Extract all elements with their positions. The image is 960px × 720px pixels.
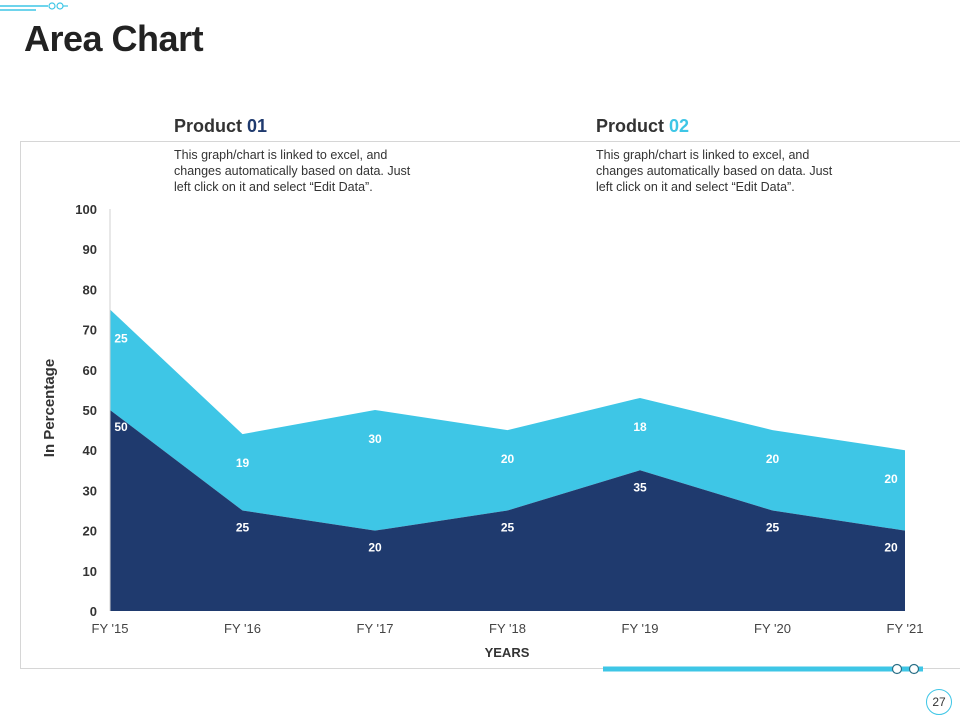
data-label-product-02: 19 — [236, 456, 250, 470]
legend-label: Product — [596, 116, 665, 136]
y-tick-label: 0 — [90, 604, 97, 619]
accent-circle — [908, 663, 920, 675]
data-label-product-02: 25 — [114, 332, 128, 346]
data-label-product-02: 20 — [766, 452, 780, 466]
x-tick-label: FY '19 — [622, 621, 659, 636]
data-label-product-02: 20 — [501, 452, 515, 466]
y-tick-label: 20 — [83, 524, 97, 539]
data-label-product-01: 50 — [114, 420, 128, 434]
area-series-product-02 — [110, 309, 905, 531]
y-tick-label: 90 — [83, 242, 97, 257]
data-label-product-02: 18 — [633, 420, 647, 434]
x-tick-label: FY '16 — [224, 621, 261, 636]
page-number: 27 — [926, 689, 952, 715]
x-tick-label: FY '15 — [92, 621, 129, 636]
accent-circle — [891, 663, 903, 675]
x-tick-label: FY '21 — [887, 621, 924, 636]
legend-number: 02 — [669, 116, 690, 136]
y-tick-label: 10 — [83, 564, 97, 579]
chart-frame — [20, 141, 960, 669]
y-tick-label: 100 — [75, 202, 97, 217]
data-label-product-01: 25 — [501, 521, 515, 535]
x-tick-label: FY '18 — [489, 621, 526, 636]
y-tick-label: 60 — [83, 363, 97, 378]
slide-title: Area Chart — [24, 18, 204, 59]
area-series-product-01 — [110, 410, 905, 611]
y-tick-label: 40 — [83, 443, 97, 458]
legend-product-01: Product 01 This graph/chart is linked to… — [174, 116, 444, 195]
data-label-product-01: 20 — [368, 541, 382, 555]
legend-product-02: Product 02 This graph/chart is linked to… — [596, 116, 866, 195]
legend-description-product-02: This graph/chart is linked to excel, and… — [596, 148, 833, 194]
data-label-product-02: 20 — [884, 472, 898, 486]
legend-title-product-02: Product 02 — [596, 116, 866, 137]
x-tick-label: FY '20 — [754, 621, 791, 636]
data-label-product-01: 25 — [766, 521, 780, 535]
data-label-product-01: 25 — [236, 521, 250, 535]
y-tick-label: 50 — [83, 403, 97, 418]
legend-title-product-01: Product 01 — [174, 116, 444, 137]
x-tick-label: FY '17 — [357, 621, 394, 636]
data-label-product-01: 20 — [884, 541, 898, 555]
y-tick-label: 80 — [83, 282, 97, 297]
y-tick-label: 70 — [83, 323, 97, 338]
legend-description-product-01: This graph/chart is linked to excel, and… — [174, 148, 411, 194]
top-decoration — [0, 2, 68, 11]
legend-label: Product — [174, 116, 243, 136]
legend-number: 01 — [247, 116, 268, 136]
data-label-product-02: 30 — [368, 432, 382, 446]
y-tick-label: 30 — [83, 483, 97, 498]
x-axis-title: YEARS — [485, 645, 530, 660]
data-label-product-01: 35 — [633, 480, 647, 494]
y-axis-title: In Percentage — [41, 359, 58, 457]
